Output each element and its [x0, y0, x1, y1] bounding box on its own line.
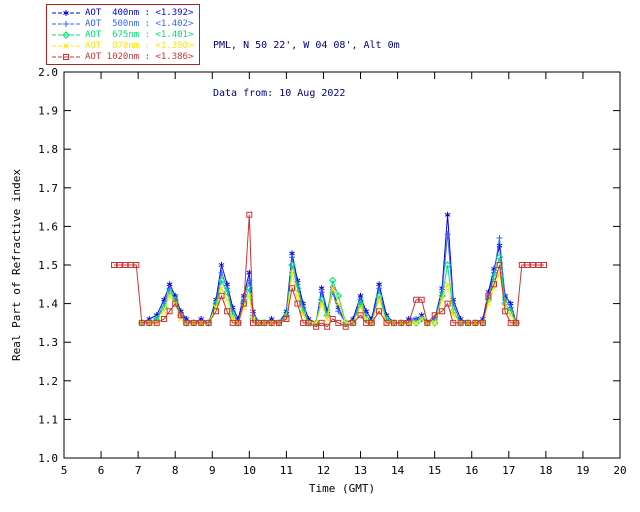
- series-aot-1020nm: [111, 211, 547, 330]
- series-markers-aot-870nm: [138, 269, 520, 326]
- x-tick-label: 7: [135, 464, 142, 477]
- y-tick-label: 1.4: [38, 298, 58, 311]
- legend-item-aot-1020nm: AOT 1020nm : <1.386>: [51, 51, 193, 62]
- legend-item-aot-500nm: AOT 500nm : <1.402>: [51, 18, 193, 29]
- legend-line-sample: [52, 30, 80, 39]
- x-tick-label: 10: [243, 464, 256, 477]
- x-tick-label: 20: [613, 464, 626, 477]
- x-tick-label: 5: [61, 464, 68, 477]
- x-tick-label: 15: [428, 464, 441, 477]
- x-tick-label: 11: [280, 464, 293, 477]
- series-markers-aot-1020nm: [111, 211, 547, 330]
- x-tick-label: 12: [317, 464, 330, 477]
- x-tick-label: 8: [172, 464, 179, 477]
- y-tick-label: 1.6: [38, 220, 58, 233]
- legend-label: AOT 500nm : <1.402>: [85, 18, 194, 29]
- y-tick-label: 1.8: [38, 143, 58, 156]
- cross-marker-icon: [63, 42, 69, 49]
- legend-item-aot-870nm: AOT 870nm : <1.390>: [51, 40, 193, 51]
- x-tick-label: 14: [391, 464, 405, 477]
- legend-label: AOT 400nm : <1.392>: [85, 7, 194, 18]
- x-tick-label: 6: [98, 464, 105, 477]
- x-tick-label: 19: [576, 464, 589, 477]
- legend-line-sample: [52, 53, 80, 60]
- series-line-aot-675nm: [141, 257, 517, 325]
- y-axis-label: Real Part of Refractive index: [10, 169, 23, 361]
- y-tick-label: 1.9: [38, 105, 58, 118]
- legend-label: AOT 675nm : <1.401>: [85, 29, 194, 40]
- x-tick-label: 16: [465, 464, 478, 477]
- y-tick-label: 1.2: [38, 375, 58, 388]
- legend-line-sample: [52, 42, 80, 49]
- y-tick-label: 1.1: [38, 413, 58, 426]
- y-tick-label: 1.3: [38, 336, 58, 349]
- legend-box: AOT 400nm : <1.392> AOT 500nm : <1.402> AO…: [46, 4, 201, 65]
- plot-header: PML, N 50 22', W 04 08', Alt 0m Data fro…: [213, 6, 400, 134]
- legend-line-sample: [52, 9, 80, 16]
- square-marker-icon: [63, 53, 69, 60]
- legend-label: AOT 870nm : <1.390>: [85, 40, 194, 51]
- plus-marker-icon: [63, 20, 69, 27]
- x-tick-label: 18: [539, 464, 552, 477]
- legend-line-sample: [52, 20, 80, 27]
- diamond-marker-icon: [62, 30, 70, 39]
- x-tick-label: 9: [209, 464, 216, 477]
- site-info-text: PML, N 50 22', W 04 08', Alt 0m: [213, 40, 400, 51]
- series-aot-870nm: [138, 269, 520, 326]
- star-marker-icon: [63, 9, 69, 16]
- y-tick-label: 1.0: [38, 452, 58, 465]
- x-axis-label: Time (GMT): [309, 482, 375, 495]
- legend-item-aot-675nm: AOT 675nm : <1.401>: [51, 29, 193, 40]
- y-tick-label: 2.0: [38, 66, 58, 79]
- y-tick-label: 1.7: [38, 182, 58, 195]
- legend-item-aot-400nm: AOT 400nm : <1.392>: [51, 7, 193, 18]
- y-tick-label: 1.5: [38, 259, 58, 272]
- x-tick-label: 17: [502, 464, 515, 477]
- x-tick-label: 13: [354, 464, 367, 477]
- data-date-text: Data from: 10 Aug 2022: [213, 88, 346, 99]
- legend-label: AOT 1020nm : <1.386>: [85, 51, 194, 62]
